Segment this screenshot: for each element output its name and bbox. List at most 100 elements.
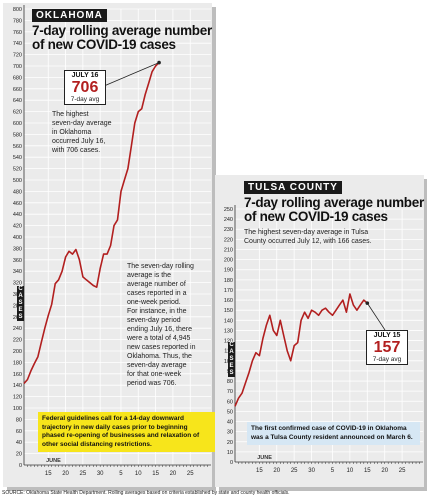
y-tick-label: 230 bbox=[224, 227, 233, 233]
tulsa-highest-note: The highest seven-day average in Tulsa C… bbox=[244, 228, 419, 246]
data-point-latest bbox=[157, 60, 161, 65]
y-tick-label: 380 bbox=[13, 246, 22, 252]
y-tick-label: 220 bbox=[224, 237, 233, 243]
note-line: County occurred July 12, with 166 cases. bbox=[244, 238, 372, 245]
note-line: cases reported in a bbox=[127, 290, 187, 297]
oklahoma-chart-panel bbox=[3, 3, 212, 487]
month-label: JUNE bbox=[46, 458, 61, 464]
source-note: SOURCE: Oklahoma State Health Department… bbox=[2, 490, 290, 496]
note-line: seven-day average bbox=[52, 120, 112, 127]
note-line: one-week period. bbox=[127, 299, 181, 306]
series-line bbox=[234, 293, 368, 407]
x-tick-label: 10 bbox=[347, 468, 354, 474]
callout-sub: 7-day avg bbox=[70, 96, 100, 103]
tulsa-label: TULSA COUNTY bbox=[244, 181, 342, 194]
y-tick-label: 360 bbox=[13, 258, 22, 264]
y-tick-label: 200 bbox=[13, 349, 22, 355]
oklahoma-explainer-note: The seven-day rolling average is the ave… bbox=[127, 262, 209, 388]
y-tick-label: 140 bbox=[13, 383, 22, 389]
y-tick-label: 700 bbox=[13, 64, 22, 70]
callout-value: 157 bbox=[373, 339, 401, 356]
y-tick-label: 540 bbox=[13, 155, 22, 161]
callout-sub: 7-day avg bbox=[372, 356, 402, 363]
y-tick-label: 20 bbox=[16, 452, 22, 458]
tulsa-title-line1: 7-day rolling average number bbox=[244, 195, 424, 210]
y-tick-label: 170 bbox=[224, 288, 233, 294]
y-tick-label: 120 bbox=[224, 339, 233, 345]
x-tick-label: 20 bbox=[381, 468, 388, 474]
note-line: other social distancing restrictions. bbox=[42, 440, 152, 448]
y-tick-label: 60 bbox=[16, 429, 22, 435]
y-tick-label: 160 bbox=[224, 298, 233, 304]
y-tick-label: 460 bbox=[13, 201, 22, 207]
y-tick-label: 150 bbox=[224, 308, 233, 314]
note-line: trajectory in new daily cases prior to b… bbox=[42, 423, 188, 431]
note-line: were a total of 4,945 bbox=[127, 335, 191, 342]
y-tick-label: 560 bbox=[13, 144, 22, 150]
note-line: occurred July 16, bbox=[52, 138, 106, 145]
tulsa-cases-axis-label: CASES bbox=[228, 342, 235, 377]
y-tick-label: 240 bbox=[13, 326, 22, 332]
y-tick-label: 180 bbox=[224, 278, 233, 284]
callout-value: 706 bbox=[71, 79, 99, 96]
y-tick-label: 640 bbox=[13, 98, 22, 104]
data-point-latest bbox=[365, 301, 370, 305]
note-line: for that one-week bbox=[127, 371, 182, 378]
y-tick-label: 70 bbox=[227, 389, 233, 395]
tulsa-chart-title: 7-day rolling average number of new COVI… bbox=[244, 196, 424, 224]
oklahoma-label: OKLAHOMA bbox=[32, 9, 107, 22]
note-line: new cases reported in bbox=[127, 344, 196, 351]
tulsa-title-line2: of new COVID-19 cases bbox=[244, 209, 388, 224]
note-line: in Oklahoma bbox=[52, 129, 92, 136]
oklahoma-chart-title: 7-day rolling average number of new COVI… bbox=[32, 24, 212, 52]
x-tick-label: 15 bbox=[256, 468, 263, 474]
y-tick-label: 80 bbox=[16, 417, 22, 423]
y-tick-label: 10 bbox=[227, 450, 233, 456]
note-line: average number of bbox=[127, 281, 186, 288]
callout-date: JULY 15 bbox=[373, 332, 401, 339]
y-tick-label: 400 bbox=[13, 235, 22, 241]
note-line: seven-day average bbox=[127, 362, 187, 369]
y-tick-label: 100 bbox=[13, 406, 22, 412]
oklahoma-title-line1: 7-day rolling average number bbox=[32, 23, 212, 38]
x-tick-label: 20 bbox=[273, 468, 280, 474]
y-tick-label: 500 bbox=[13, 178, 22, 184]
note-line: seven-day period bbox=[127, 317, 181, 324]
callout-leader-line bbox=[366, 302, 386, 331]
x-tick-label: 25 bbox=[399, 468, 406, 474]
x-tick-label: 25 bbox=[187, 471, 194, 477]
y-tick-label: 200 bbox=[224, 258, 233, 264]
y-tick-label: 210 bbox=[224, 247, 233, 253]
y-tick-label: 50 bbox=[227, 409, 233, 415]
y-tick-label: 420 bbox=[13, 224, 22, 230]
y-tick-label: 580 bbox=[13, 132, 22, 138]
note-line: Oklahoma. Thus, the bbox=[127, 353, 192, 360]
y-tick-label: 60 bbox=[227, 399, 233, 405]
note-line: The highest bbox=[52, 111, 89, 118]
tulsa-latest-callout: JULY 15 157 7-day avg bbox=[366, 330, 408, 365]
cases-text: CASES bbox=[229, 342, 234, 376]
oklahoma-highest-note: The highest seven-day average in Oklahom… bbox=[52, 110, 142, 155]
y-tick-label: 190 bbox=[224, 268, 233, 274]
x-tick-label: 20 bbox=[62, 471, 69, 477]
y-tick-label: 320 bbox=[13, 281, 22, 287]
y-tick-label: 800 bbox=[13, 7, 22, 13]
x-tick-label: 15 bbox=[45, 471, 52, 477]
y-tick-label: 240 bbox=[224, 217, 233, 223]
y-tick-label: 480 bbox=[13, 189, 22, 195]
note-line: ending July 16, there bbox=[127, 326, 192, 333]
y-tick-label: 130 bbox=[224, 328, 233, 334]
x-tick-label: 20 bbox=[170, 471, 177, 477]
y-tick-label: 160 bbox=[13, 372, 22, 378]
y-tick-label: 780 bbox=[13, 18, 22, 24]
y-tick-label: 520 bbox=[13, 167, 22, 173]
y-tick-label: 0 bbox=[19, 463, 22, 469]
x-tick-label: 5 bbox=[331, 468, 335, 474]
callout-leader-line bbox=[103, 62, 160, 87]
x-tick-label: 5 bbox=[119, 471, 123, 477]
x-tick-label: 30 bbox=[97, 471, 104, 477]
y-tick-label: 180 bbox=[13, 360, 22, 366]
oklahoma-peak-callout: JULY 16 706 7-day avg bbox=[64, 70, 106, 105]
x-tick-label: 15 bbox=[152, 471, 159, 477]
y-tick-label: 680 bbox=[13, 75, 22, 81]
